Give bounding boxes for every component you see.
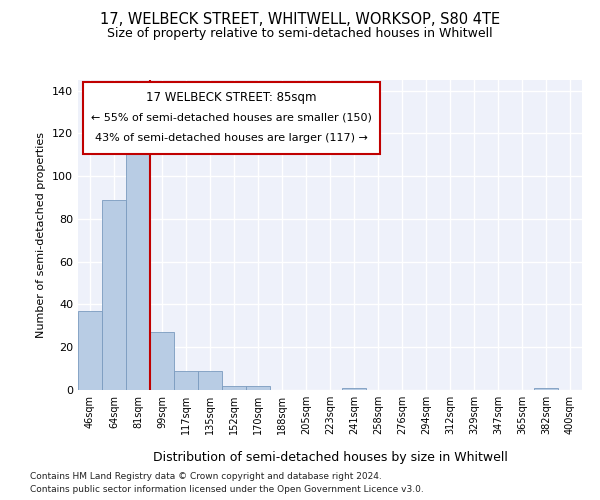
Text: ← 55% of semi-detached houses are smaller (150): ← 55% of semi-detached houses are smalle…: [91, 113, 372, 123]
Text: 17 WELBECK STREET: 85sqm: 17 WELBECK STREET: 85sqm: [146, 91, 317, 104]
Text: Distribution of semi-detached houses by size in Whitwell: Distribution of semi-detached houses by …: [152, 451, 508, 464]
Bar: [222, 386, 246, 390]
Y-axis label: Number of semi-detached properties: Number of semi-detached properties: [37, 132, 46, 338]
Bar: [246, 386, 270, 390]
Bar: [342, 388, 366, 390]
Bar: [198, 371, 222, 390]
Bar: [126, 152, 150, 390]
Bar: [78, 311, 102, 390]
Bar: [534, 388, 558, 390]
Text: 17, WELBECK STREET, WHITWELL, WORKSOP, S80 4TE: 17, WELBECK STREET, WHITWELL, WORKSOP, S…: [100, 12, 500, 28]
Bar: [150, 332, 174, 390]
Text: 43% of semi-detached houses are larger (117) →: 43% of semi-detached houses are larger (…: [95, 134, 368, 143]
Text: Contains HM Land Registry data © Crown copyright and database right 2024.: Contains HM Land Registry data © Crown c…: [30, 472, 382, 481]
Bar: [102, 200, 126, 390]
FancyBboxPatch shape: [83, 82, 380, 154]
Bar: [174, 371, 198, 390]
Text: Size of property relative to semi-detached houses in Whitwell: Size of property relative to semi-detach…: [107, 28, 493, 40]
Text: Contains public sector information licensed under the Open Government Licence v3: Contains public sector information licen…: [30, 485, 424, 494]
